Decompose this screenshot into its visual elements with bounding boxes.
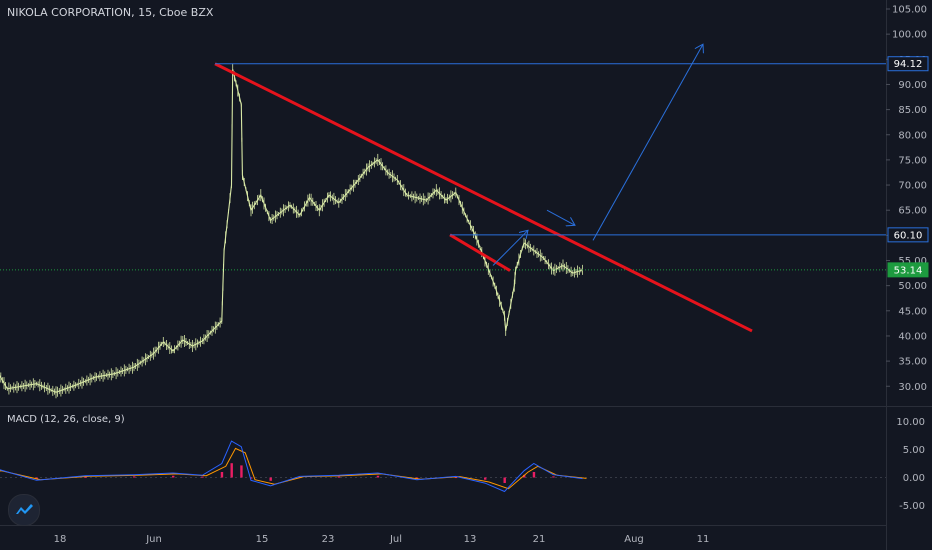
macd-histogram-bar xyxy=(376,475,380,478)
macd-tick-label: 0.00 xyxy=(903,473,925,484)
price-tags: 94.12 60.10 53.14 xyxy=(887,56,929,278)
price-tick-label: 100.00 xyxy=(892,30,927,41)
price-tick-label: 75.00 xyxy=(898,155,927,166)
time-tick-label: 13 xyxy=(464,534,477,545)
macd-tick-label: -5.00 xyxy=(899,501,925,512)
time-tick-label: 11 xyxy=(697,534,710,545)
trendline xyxy=(449,233,511,272)
macd-signal-line xyxy=(0,447,587,490)
macd-histogram-bar xyxy=(503,477,506,483)
price-series xyxy=(0,63,886,399)
macd-series xyxy=(0,440,886,493)
price-line xyxy=(0,69,583,393)
price-tick-label: 40.00 xyxy=(898,331,927,342)
price-tick-label: 90.00 xyxy=(898,80,927,91)
tradingview-logo[interactable] xyxy=(8,494,40,526)
price-tag-box xyxy=(887,227,929,243)
time-tick-label: 21 xyxy=(533,534,546,545)
price-tag-label: 94.12 xyxy=(894,59,923,70)
time-axis: 18 Jun 15 23 Jul 13 21 Aug 11 xyxy=(54,534,710,545)
macd-histogram-bar xyxy=(172,475,175,478)
projection-arrow xyxy=(592,44,703,241)
price-tick-label: 105.00 xyxy=(892,5,927,16)
macd-tick-label: 10.00 xyxy=(896,417,925,428)
price-tick-label: 85.00 xyxy=(898,105,927,116)
trendline xyxy=(214,62,753,333)
drawing-layer[interactable] xyxy=(214,44,886,333)
price-tag-box xyxy=(887,56,929,72)
price-tick-label: 65.00 xyxy=(898,206,927,217)
price-tick-label: 35.00 xyxy=(898,357,927,368)
macd-histogram-bar xyxy=(230,463,233,478)
macd-histogram-bar xyxy=(35,477,38,479)
price-tick-label: 80.00 xyxy=(898,130,927,141)
macd-histogram-bar xyxy=(484,477,487,480)
macd-histogram-bar xyxy=(240,465,243,478)
macd-histogram-bar xyxy=(415,477,419,479)
projection-arrow xyxy=(546,209,575,225)
price-tag-label: 53.14 xyxy=(894,265,923,276)
price-tick-label: 70.00 xyxy=(898,181,927,192)
time-tick-label: 15 xyxy=(256,534,269,545)
macd-histogram-bar xyxy=(454,477,458,479)
macd-histogram-bar xyxy=(552,476,555,478)
time-tick-label: Jun xyxy=(145,534,162,545)
price-tick-label: 55.00 xyxy=(898,256,927,267)
macd-histogram-bar xyxy=(337,476,341,478)
price-tick-label: 50.00 xyxy=(898,281,927,292)
chart-title: NIKOLA CORPORATION, 15, Cboe BZX xyxy=(7,6,214,19)
macd-line xyxy=(0,440,583,493)
price-tick-label: 45.00 xyxy=(898,306,927,317)
price-tag-label: 60.10 xyxy=(894,230,923,241)
price-tag-box xyxy=(887,262,929,278)
macd-title: MACD (12, 26, close, 9) xyxy=(7,414,125,425)
macd-tick-label: 5.00 xyxy=(903,445,925,456)
macd-axis: 10.00 5.00 0.00 -5.00 xyxy=(896,417,925,512)
macd-histogram-bar xyxy=(523,474,526,478)
macd-histogram-bar xyxy=(269,477,272,481)
time-tick-label: Aug xyxy=(624,534,644,545)
tradingview-logo-icon xyxy=(16,504,33,514)
projection-arrow xyxy=(492,230,528,266)
macd-histogram-bar xyxy=(220,472,224,478)
time-tick-label: Jul xyxy=(389,534,402,545)
macd-histogram-bar xyxy=(133,476,136,478)
macd-histogram-bar xyxy=(84,476,87,478)
price-tick-label: 30.00 xyxy=(898,382,927,393)
price-axis: 105.00100.0095.0090.0085.0080.0075.0070.… xyxy=(886,5,927,393)
time-tick-label: 23 xyxy=(322,534,335,545)
macd-histogram-bar xyxy=(201,476,204,478)
macd-histogram-bar xyxy=(532,472,536,478)
macd-histogram-bar xyxy=(250,477,253,479)
time-tick-label: 18 xyxy=(54,534,67,545)
